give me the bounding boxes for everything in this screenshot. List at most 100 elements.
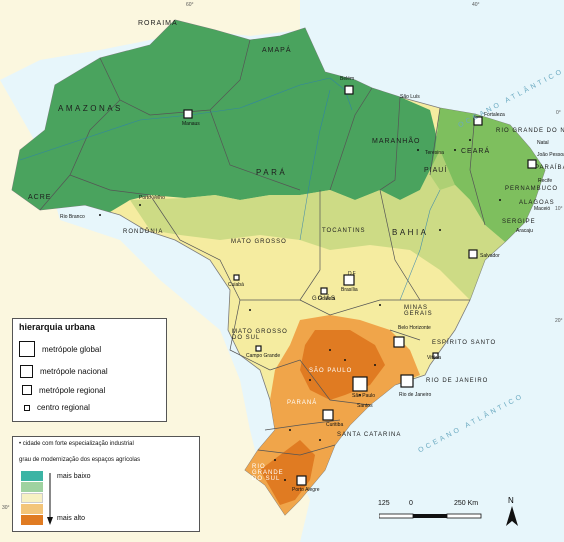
state-es: ESPÍRITO SANTO [432,340,497,346]
city-salvador: Salvador [480,253,500,259]
edge-label-20: 20° [555,318,563,324]
state-df: DF [348,271,357,277]
marker-recife [527,159,537,169]
marker-fortaleza [473,116,483,126]
edge-label-40: 40° [472,2,480,8]
city-joao-pessoa: João Pessoa [537,152,564,158]
south-america-land [0,0,300,80]
state-borders [39,39,486,456]
north-arrow-icon [506,506,518,526]
state-maranhao: MARANHÃO [372,138,421,145]
state-sc: SANTA CATARINA [337,432,402,438]
swatch-4 [21,504,43,514]
state-rondonia: RONDÔNIA [123,229,164,235]
small-city-dots [99,139,501,481]
square-center-icon [24,404,30,411]
scale-bar: 125 0 250 Km [375,500,495,530]
state-rgs: RIO GRANDE DO SUL [252,464,284,482]
legend-label: centro regional [37,403,90,412]
marker-salvador [468,249,478,259]
state-mato-grosso: MATO GROSSO [231,239,287,245]
legend-row-national: metrópole nacional [19,365,108,378]
marker-manaus [183,109,193,119]
city-belem: Belém [340,76,355,82]
marker-campo-grande [255,345,262,352]
transition-zone [130,150,505,300]
swatch-3 [21,493,43,503]
state-minas: MINAS GERAIS [404,305,433,317]
city-santos: Santos [357,403,373,409]
city-sao-paulo: São Paulo [352,393,376,399]
state-mgs: MATO GROSSO DO SUL [232,329,288,341]
scale-left: 125 [378,500,390,507]
edge-label-0: 0° [556,110,561,116]
city-recife: Recife [538,178,553,184]
state-parana: PARANÁ [287,400,318,406]
legend-low: mais baixo [57,473,91,480]
state-bahia: BAHIA [392,228,429,237]
city-vitoria: Vitória [427,355,442,361]
city-manaus: Manaus [182,121,200,127]
marker-goiania [320,287,328,295]
square-regional-icon [22,385,32,395]
swatch-5 [21,515,43,525]
legend-label: metrópole global [42,344,102,354]
north-arrow: N [505,496,519,530]
state-tocantins: TOCANTINS [322,228,366,234]
edge-label-60: 60° [186,2,194,8]
gradient-arrow-icon [47,473,53,525]
marker-vitoria [432,352,439,359]
state-rj: RIO DE JANEIRO [426,378,489,384]
state-goias: GOIÁS [312,296,337,302]
city-markers [183,85,537,486]
state-roraima: RORAIMA [138,20,178,27]
west-land [0,80,260,542]
city-curitiba: Curitiba [326,422,344,428]
state-sergipe: SERGIPE [502,219,536,225]
city-aracaju: Aracaju [516,228,533,234]
legend-row-center: centro regional [19,403,90,412]
scale-ruler [379,513,482,519]
amazon-region [12,20,440,212]
legend-label: metrópole nacional [40,367,108,376]
marker-belem [344,85,354,95]
city-rio-branco: Rio Branco [60,214,85,220]
square-national-icon [20,365,33,378]
city-campo-grande: Campo Grande [246,353,281,359]
city-sao-luis: São Luís [400,94,420,100]
scale-zero: 0 [409,500,413,507]
edge-label-30: 30° [2,505,10,511]
legend-agri-title: grau de modernização dos espaços agrícol… [19,457,141,463]
legend-high: mais alto [57,515,86,522]
legend-agriculture: • cidade com forte especialização indust… [12,436,200,532]
swatch-2 [21,482,43,492]
city-goiania: Goiânia [318,296,336,302]
marker-curitiba [322,409,334,421]
legend-row-global: metrópole global [19,341,101,357]
legend-title: hierarquia urbana [19,322,96,332]
state-amapa: AMAPÁ [262,47,292,54]
city-porto-velho: Porto Velho [139,195,165,201]
marker-rio [400,374,414,388]
state-piaui: PIAUÍ [424,167,448,174]
state-sp: SÃO PAULO [309,368,353,374]
marker-belo-horizonte [393,336,405,348]
state-acre: ACRE [28,194,52,201]
square-global-icon [19,341,35,357]
city-porto-alegre: Porto Alegre [292,487,320,493]
edge-label-10: 10° [555,206,563,212]
state-rgn: RIO GRANDE DO NORTE [496,128,564,134]
legend-industrial: • cidade com forte especialização indust… [19,441,134,447]
northeast-green [430,108,545,242]
state-pernambuco: PERNAMBUCO [505,186,559,192]
scale-right: 250 Km [454,500,479,507]
swatch-1 [21,471,43,481]
city-belo-horizonte: Belo Horizonte [398,325,431,331]
city-rio: Rio de Janeiro [399,392,432,398]
state-paraiba: PARAÍBA [535,165,564,171]
city-natal: Natal [537,140,549,146]
state-ceara: CEARÁ [461,148,491,155]
marker-sao-paulo [352,376,368,392]
